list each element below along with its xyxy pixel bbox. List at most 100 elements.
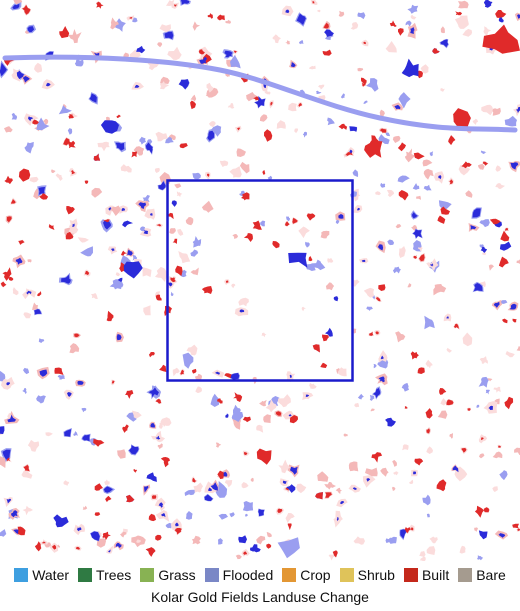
change-patch-light [231,283,236,289]
built-gain-patch [439,388,447,395]
built-gain-patch [264,129,273,142]
change-patch-light [120,255,132,265]
river-channel [2,54,518,133]
built-gain-patch [39,192,49,200]
change-patch-light [420,64,429,74]
built-gain-patch [174,4,177,7]
built-gain-patch [505,228,509,232]
built-gain-patch [51,544,57,550]
built-gain-patch [133,469,137,473]
change-patch-light [369,395,375,401]
legend-label-grass: Grass [158,567,196,583]
change-patch-light [58,105,72,115]
change-patch-light [42,118,49,126]
legend-item-shrub: Shrub [339,567,395,583]
change-patch-light [206,82,214,93]
built-gain-patch [65,231,74,240]
landcover-loss-patch [0,426,5,434]
landcover-loss-patch [378,376,385,383]
landcover-loss-patch [499,241,512,251]
legend-label-bare: Bare [476,567,506,583]
legend-item-flooded: Flooded [204,567,273,583]
landcover-loss-patch [215,371,220,375]
landcover-loss-patch [150,423,155,428]
built-gain-patch [361,77,367,84]
legend-label-built: Built [421,567,450,583]
built-gain-patch [152,495,157,499]
change-patch-light [392,266,401,274]
built-gain-patch [376,297,381,302]
landcover-loss-patch [349,149,353,154]
built-gain-patch [498,256,509,268]
built-gain-patch [160,457,170,468]
built-gain-patch [322,334,329,342]
built-gain-patch [4,175,13,185]
landcover-loss-patch [493,301,500,308]
landcover-loss-patch [82,434,90,442]
change-patch-light [120,164,132,173]
major-change-patch [215,481,228,498]
built-gain-patch [489,218,501,225]
change-patch-light [327,258,334,263]
legend-swatch-crop [282,568,297,582]
change-patch-light [328,554,336,561]
built-gain-patch [131,151,138,158]
change-patch-light [115,272,120,277]
built-gain-patch [322,49,332,56]
landcover-loss-patch [288,414,292,417]
change-patch-light [288,102,297,112]
change-patch-light [370,408,375,412]
change-patch-light [298,226,310,239]
landcover-loss-patch [180,0,190,5]
change-patch-light [491,107,501,116]
landcover-loss-patch [27,26,35,33]
landcover-loss-patch [473,283,483,292]
change-patch-light [458,0,469,9]
built-gain-patch [224,373,233,379]
change-patch-light [246,92,258,102]
change-patch-light [190,94,197,102]
built-gain-patch [448,135,456,146]
change-patch-light [232,234,238,239]
built-gain-patch [155,398,162,404]
landcover-loss-patch [143,230,149,234]
landcover-loss-patch [517,14,520,19]
change-patch-light [7,412,12,420]
change-patch-light [0,456,6,468]
built-gain-patch [276,411,282,416]
built-gain-patch [242,416,251,423]
landcover-loss-patch [7,414,17,423]
built-gain-patch [217,14,225,21]
built-gain-patch [277,508,283,513]
landcover-loss-patch [6,381,11,386]
change-patch-light [516,346,520,351]
landcover-loss-patch [478,530,488,540]
change-patch-light [278,459,291,474]
landcover-loss-patch [122,220,133,228]
legend-item-built: Built [403,567,450,583]
change-patch-light [165,137,174,144]
change-patch-light [241,482,249,489]
built-gain-patch [93,153,100,161]
built-gain-patch [159,364,167,372]
landcover-loss-patch [440,39,449,48]
change-patch-light [505,351,515,358]
change-patch-light [230,55,241,69]
landcover-loss-patch [115,142,125,151]
built-gain-patch [121,250,127,256]
change-patch-light [335,219,340,224]
landcover-loss-patch [129,445,139,455]
change-patch-light [462,332,473,347]
landcover-loss-patch [410,27,415,34]
built-gain-patch [175,528,182,535]
change-patch-light [337,367,347,377]
change-patch-light [385,537,392,544]
landcover-loss-patch [207,130,215,141]
change-patch-light [225,19,231,24]
built-gain-patch [266,543,272,549]
change-patch-light [131,410,142,419]
change-patch-light [483,26,492,37]
major-change-patch [123,261,143,279]
landcover-loss-patch [199,56,207,64]
built-gain-patch [432,48,440,54]
